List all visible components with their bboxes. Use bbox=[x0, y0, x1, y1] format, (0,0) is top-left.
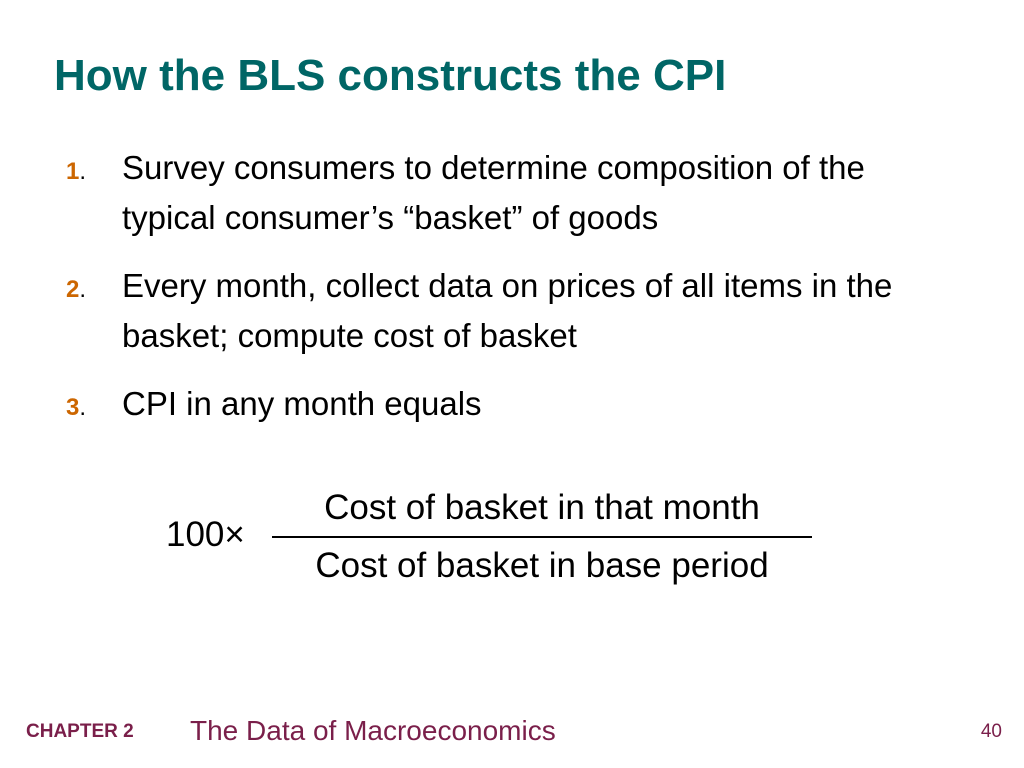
formula-fraction: Cost of basket in that month Cost of bas… bbox=[272, 484, 812, 590]
item-text: Survey consumers to determine compositio… bbox=[122, 149, 865, 236]
item-number-digit: 1 bbox=[66, 158, 80, 185]
formula-multiplier: 100 bbox=[166, 515, 225, 554]
page-number: 40 bbox=[980, 721, 1002, 742]
item-text: CPI in any month equals bbox=[122, 385, 482, 422]
item-text: Every month, collect data on prices of a… bbox=[122, 267, 893, 354]
formula-prefix: 100× bbox=[166, 513, 245, 557]
footer: CHAPTER 2 The Data of Macroeconomics 40 bbox=[26, 712, 1002, 748]
item-number: 1. bbox=[66, 158, 87, 185]
slide-title: How the BLS constructs the CPI bbox=[54, 51, 727, 100]
item-number-digit: 2 bbox=[66, 276, 80, 303]
list-item: 2. Every month, collect data on prices o… bbox=[66, 261, 966, 361]
cpi-formula: 100× Cost of basket in that month Cost o… bbox=[166, 484, 826, 594]
steps-list: 1. Survey consumers to determine composi… bbox=[66, 143, 966, 451]
fraction-bar bbox=[272, 536, 812, 538]
item-number-digit: 3 bbox=[66, 394, 80, 421]
chapter-label: CHAPTER 2 bbox=[26, 721, 134, 742]
times-operator: × bbox=[224, 515, 245, 554]
list-item: 3. CPI in any month equals bbox=[66, 379, 966, 433]
formula-numerator: Cost of basket in that month bbox=[324, 488, 760, 527]
formula-denominator: Cost of basket in base period bbox=[315, 546, 769, 585]
list-item: 1. Survey consumers to determine composi… bbox=[66, 143, 966, 243]
item-number: 3. bbox=[66, 394, 87, 421]
item-number: 2. bbox=[66, 276, 87, 303]
chapter-title: The Data of Macroeconomics bbox=[190, 715, 556, 746]
